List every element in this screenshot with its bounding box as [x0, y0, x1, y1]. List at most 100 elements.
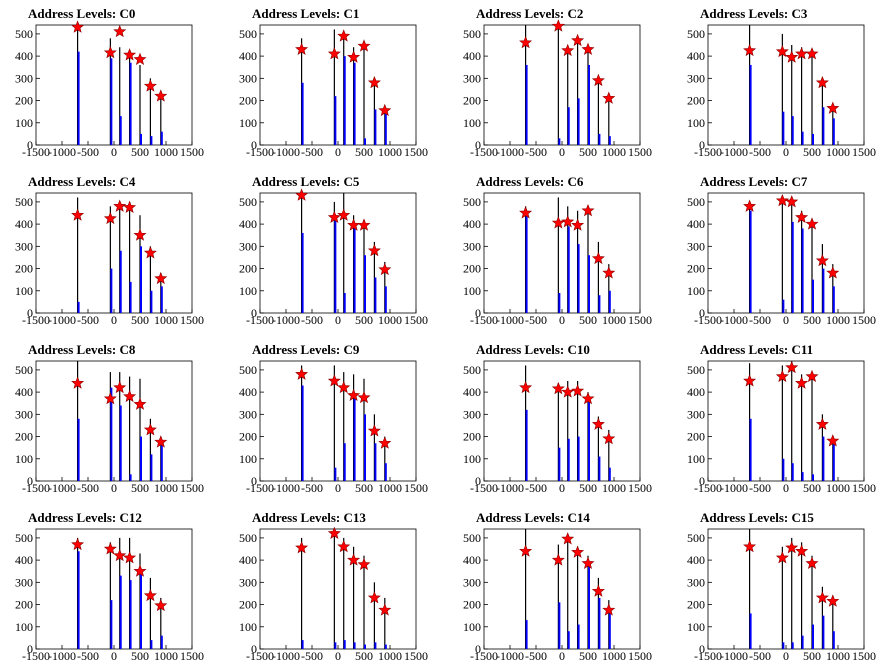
x-tick-label: 1000	[154, 481, 178, 495]
star-marker	[295, 42, 309, 55]
y-tick-label: 0	[475, 138, 481, 152]
x-tick-label: 0	[783, 649, 789, 663]
star-marker	[826, 594, 840, 607]
y-tick-label: 500	[687, 27, 705, 41]
y-tick-label: 0	[699, 138, 705, 152]
star-marker	[337, 208, 351, 221]
star-marker	[805, 369, 819, 383]
star-marker	[347, 388, 361, 401]
x-tick-label: 1500	[628, 649, 652, 663]
chart-panel: Address Levels: C5 0 100 200 300 400 500 -1500-…	[224, 168, 448, 336]
star-marker	[805, 556, 819, 569]
star-marker	[519, 544, 533, 557]
star-marker	[337, 539, 351, 553]
x-tick-label: -1500	[22, 145, 50, 159]
star-marker	[103, 211, 117, 225]
chart-svg: Address Levels: C90100200300400500-1500-…	[239, 342, 428, 495]
plot-frame	[707, 528, 865, 650]
y-tick-label: 200	[687, 430, 705, 444]
x-tick-label: 1500	[404, 145, 428, 159]
plot-frame	[707, 24, 865, 146]
star-marker	[785, 195, 799, 208]
chart-svg: Address Levels: C70100200300400500-1500-…	[687, 174, 876, 327]
x-tick-label: 1500	[404, 481, 428, 495]
star-marker	[133, 228, 147, 241]
x-tick-label: -1500	[470, 481, 498, 495]
x-tick-label: -1500	[694, 145, 722, 159]
x-tick-label: 0	[111, 649, 117, 663]
y-tick-label: 300	[687, 239, 705, 253]
chart-svg: Address Levels: C80100200300400500-1500-…	[15, 342, 204, 495]
chart-svg: Address Levels: C20100200300400500-1500-…	[463, 6, 652, 159]
star-marker	[826, 101, 840, 114]
y-tick-label: 0	[251, 306, 257, 320]
star-marker	[805, 217, 819, 230]
star-marker	[347, 553, 361, 566]
star-marker	[591, 584, 605, 597]
x-tick-label: 500	[803, 481, 821, 495]
y-tick-label: 300	[15, 239, 33, 253]
x-tick-label: -1000	[272, 481, 300, 495]
y-tick-label: 500	[15, 27, 33, 41]
x-tick-label: 1500	[180, 649, 204, 663]
chart-panel: Address Levels: C2 0 100 200 300 400 500 -1500-…	[448, 0, 672, 168]
x-tick-label: -1500	[694, 481, 722, 495]
star-marker	[519, 206, 533, 219]
plot-frame	[483, 192, 641, 314]
star-marker	[561, 43, 575, 57]
x-tick-label: 1000	[378, 481, 402, 495]
plot-frame	[259, 24, 417, 146]
x-tick-label: -1000	[496, 145, 524, 159]
x-tick-label: 1500	[404, 313, 428, 327]
y-tick-label: 100	[15, 284, 33, 298]
star-marker	[143, 423, 157, 436]
y-tick-label: 200	[687, 94, 705, 108]
y-tick-label: 0	[251, 642, 257, 656]
y-tick-label: 300	[15, 407, 33, 421]
star-marker	[775, 193, 789, 207]
chart-title: Address Levels: C2	[476, 6, 583, 21]
y-tick-label: 200	[463, 94, 481, 108]
star-marker	[327, 47, 341, 60]
x-tick-label: -1000	[720, 313, 748, 327]
y-tick-label: 400	[15, 49, 33, 63]
x-tick-label: -1500	[246, 649, 274, 663]
chart-panel: Address Levels: C11 0 100 200 300 400 500 -1500…	[672, 336, 896, 504]
star-marker	[154, 271, 168, 285]
star-marker	[743, 539, 757, 553]
plot-frame	[35, 192, 193, 314]
x-tick-label: 500	[579, 313, 597, 327]
y-tick-label: 0	[251, 474, 257, 488]
star-marker	[519, 35, 533, 49]
star-marker	[795, 376, 809, 389]
star-marker	[295, 541, 309, 554]
x-tick-label: 1000	[826, 313, 850, 327]
x-tick-label: 1500	[404, 649, 428, 663]
y-tick-label: 300	[15, 71, 33, 85]
star-marker	[815, 75, 829, 89]
y-tick-label: 500	[15, 531, 33, 545]
chart-title: Address Levels: C7	[700, 174, 808, 189]
x-tick-label: -500	[301, 649, 323, 663]
x-tick-label: 0	[111, 145, 117, 159]
star-marker	[143, 588, 157, 602]
star-marker	[123, 48, 137, 61]
x-tick-label: -1500	[694, 649, 722, 663]
y-tick-label: 0	[475, 642, 481, 656]
star-marker	[133, 52, 147, 65]
x-tick-label: -1500	[694, 313, 722, 327]
x-tick-label: 0	[783, 145, 789, 159]
x-tick-label: -500	[525, 145, 547, 159]
x-tick-label: -1500	[470, 145, 498, 159]
y-tick-label: 500	[463, 363, 481, 377]
chart-panel: Address Levels: C12 0 100 200 300 400 500 -1500…	[0, 504, 224, 672]
y-tick-label: 100	[687, 620, 705, 634]
x-tick-label: 1500	[180, 145, 204, 159]
star-marker	[378, 436, 392, 449]
star-marker	[815, 591, 829, 604]
y-tick-label: 300	[463, 239, 481, 253]
x-tick-label: -1000	[720, 649, 748, 663]
y-tick-label: 500	[15, 195, 33, 209]
y-tick-label: 0	[699, 642, 705, 656]
star-marker	[591, 417, 605, 430]
